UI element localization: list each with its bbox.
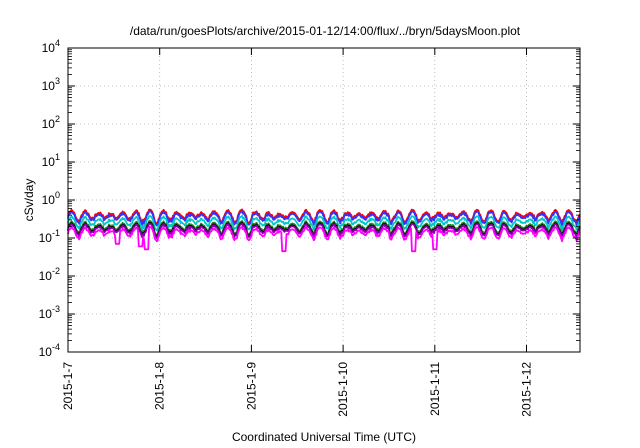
y-tick-label: 101 (42, 152, 60, 169)
y-tick-label: 10-4 (39, 342, 60, 359)
y-tick-label: 104 (42, 38, 60, 55)
y-tick-label: 10-2 (39, 266, 60, 283)
y-axis-label: cSv/day (22, 179, 36, 222)
x-tick-label: 2015-1-10 (336, 362, 350, 417)
x-tick-label: 2015-1-11 (428, 362, 442, 416)
chart-title: /data/run/goesPlots/archive/2015-01-12/1… (130, 24, 521, 38)
x-tick-labels: 2015-1-7 2015-1-8 2015-1-9 2015-1-10 2015-1-… (61, 362, 534, 417)
y-tick-label: 100 (42, 190, 60, 207)
series-line (67, 214, 581, 232)
ticks-layer (67, 47, 580, 353)
series-line (67, 222, 581, 239)
series-line (67, 225, 581, 253)
y-tick-label: 10-1 (39, 228, 60, 245)
x-tick-label: 2015-1-8 (153, 362, 167, 410)
y-tick-label: 102 (42, 114, 60, 131)
grid-layer (68, 48, 580, 352)
x-tick-label: 2015-1-7 (61, 362, 75, 410)
y-tick-label: 10-3 (39, 304, 60, 321)
y-tick-label: 103 (42, 76, 60, 93)
x-tick-label: 2015-1-9 (244, 362, 258, 410)
x-axis-label: Coordinated Universal Time (UTC) (232, 430, 416, 444)
series-layer (67, 208, 581, 253)
x-tick-label: 2015-1-12 (520, 362, 534, 417)
y-tick-labels: 10-4 10-3 10-2 10-1 100 101 102 103 104 (39, 38, 60, 359)
series-line (67, 210, 581, 227)
